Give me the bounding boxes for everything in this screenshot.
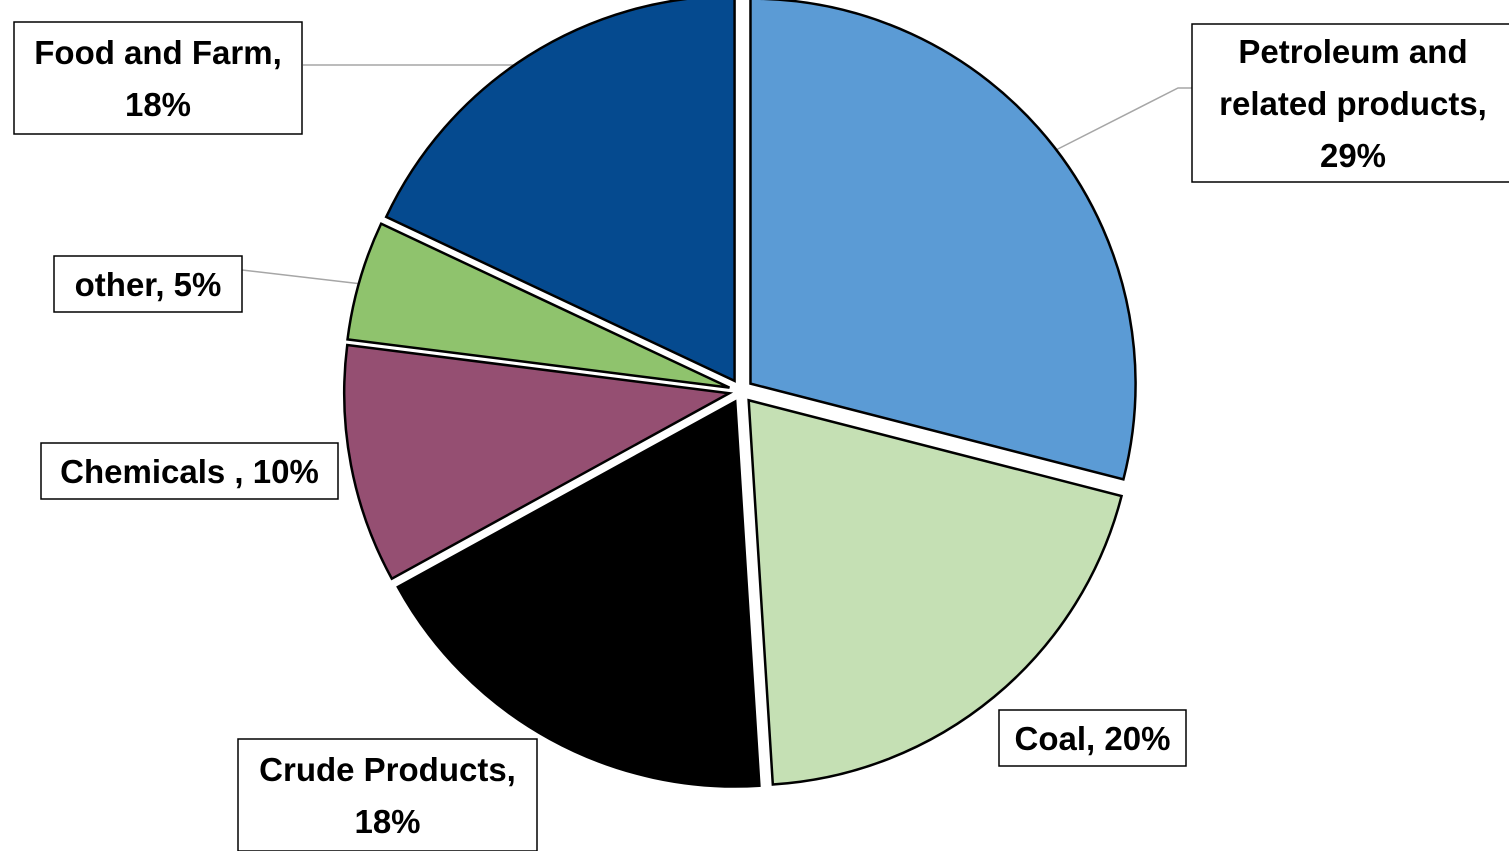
label-box <box>998 709 1187 767</box>
pie-slice-food-and-farm <box>384 0 736 383</box>
pie-slice-coal <box>747 398 1124 786</box>
label-box <box>13 21 303 135</box>
slice-label-text: 18% <box>125 86 191 123</box>
pie-slices <box>342 0 1137 788</box>
slice-labels: Petroleum and related products, 29% Coal, 2… <box>13 21 1509 851</box>
slice-label-text: 29% <box>1320 137 1386 174</box>
slice-label-text: Petroleum and <box>1238 33 1467 70</box>
pie-slice-chemicals <box>342 343 734 581</box>
pie-slice-other <box>346 222 731 389</box>
slice-label-food-and-farm: Food and Farm, 18% <box>13 21 303 135</box>
slice-label-text: Food and Farm, <box>34 34 282 71</box>
slice-label-text: Coal, 20% <box>1015 720 1171 757</box>
leader-line-other <box>241 269 363 285</box>
leader-lines <box>241 64 1193 285</box>
pie-slice-petroleum-and-related-products <box>749 0 1137 481</box>
label-box <box>237 738 538 851</box>
label-box <box>40 442 339 500</box>
label-box <box>1191 23 1509 183</box>
pie-slice-crude-products <box>396 399 761 788</box>
slice-label-chemicals: Chemicals , 10% <box>40 442 339 500</box>
slice-label-crude-products: Crude Products, 18% <box>237 738 538 851</box>
slice-label-text: Crude Products, <box>259 751 516 788</box>
slice-label-text: related products, <box>1219 85 1487 122</box>
slice-label-text: other, 5% <box>75 266 222 303</box>
slice-label-coal: Coal, 20% <box>998 709 1187 767</box>
slice-label-petroleum-and-related-products: Petroleum and related products, 29% <box>1191 23 1509 183</box>
slice-label-other: other, 5% <box>53 255 243 313</box>
slice-label-text: Chemicals , 10% <box>60 453 319 490</box>
label-box <box>53 255 243 313</box>
slice-label-text: 18% <box>354 803 420 840</box>
leader-line-petroleum-and-related-products <box>1051 87 1193 153</box>
